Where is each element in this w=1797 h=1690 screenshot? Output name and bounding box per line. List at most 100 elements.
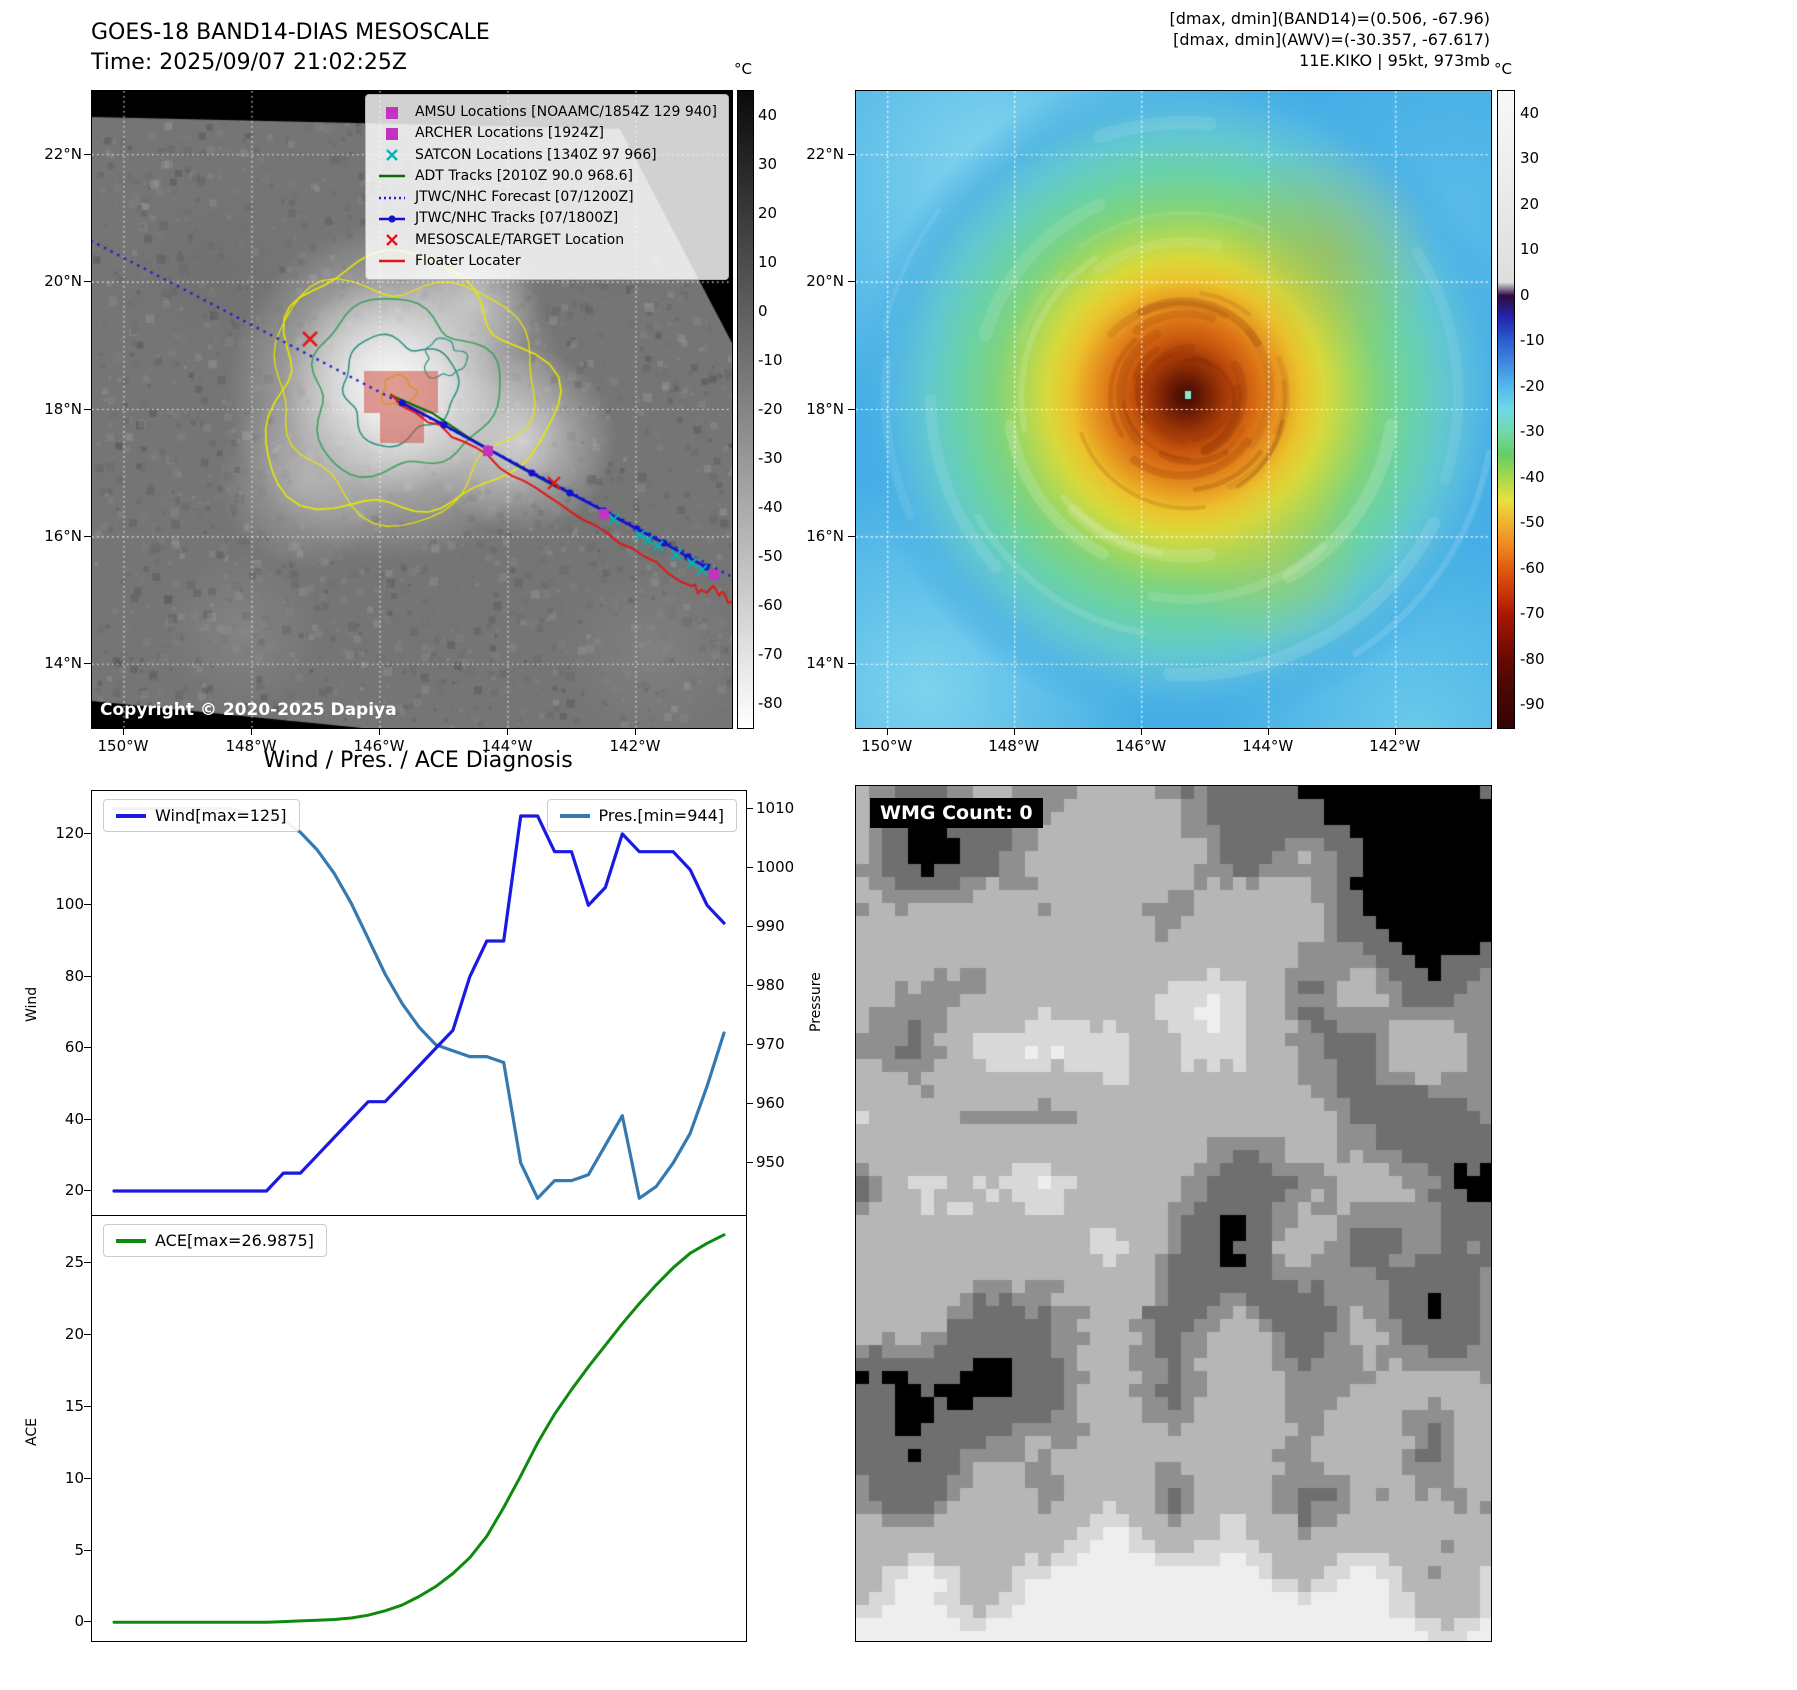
legend-item: AMSU Locations [NOAAMC/1854Z 129 940] bbox=[377, 102, 717, 123]
lon-tick-label: 148°W bbox=[225, 737, 277, 755]
pressure-tick-label: 960 bbox=[756, 1093, 785, 1112]
legend-item-label: SATCON Locations [1340Z 97 966] bbox=[414, 146, 657, 163]
colorbar-tick-label: 10 bbox=[758, 252, 778, 271]
dotted-marker-icon bbox=[377, 190, 407, 206]
wind-tick-label: 120 bbox=[55, 823, 84, 842]
lat-tick-label: 20°N bbox=[44, 272, 82, 291]
line-marker-icon bbox=[377, 168, 407, 184]
wind-tick-mark bbox=[84, 904, 91, 906]
pressure-tick-mark bbox=[746, 984, 753, 986]
wind-tick-label: 60 bbox=[64, 1038, 84, 1057]
ace-plot bbox=[112, 1233, 726, 1624]
lat-tick-label: 14°N bbox=[44, 654, 82, 673]
x-marker-icon bbox=[377, 232, 407, 248]
wind-tick-mark bbox=[84, 832, 91, 834]
legend-item: MESOSCALE/TARGET Location bbox=[377, 230, 717, 251]
lat-tick-label: 20°N bbox=[806, 272, 844, 291]
lat-tick-label: 18°N bbox=[44, 399, 82, 418]
band14-title: GOES-18 BAND14-DIAS MESOSCALE bbox=[91, 20, 490, 45]
ace-line bbox=[112, 1233, 726, 1624]
colorbar-tick-label: -20 bbox=[758, 399, 783, 418]
colorbar-tick-label: -10 bbox=[1520, 331, 1545, 350]
lon-tick-mark bbox=[1140, 728, 1142, 735]
legend-item-label: MESOSCALE/TARGET Location bbox=[414, 231, 625, 248]
lat-tick-mark bbox=[84, 408, 91, 410]
lat-tick-mark bbox=[84, 281, 91, 283]
ace-tick-mark bbox=[84, 1334, 91, 1336]
ace-tick-label: 15 bbox=[64, 1396, 84, 1415]
wmg-image bbox=[856, 786, 1491, 1641]
wind-pressure-plot bbox=[112, 807, 726, 1200]
lon-tick-label: 142°W bbox=[1369, 737, 1421, 755]
colorbar-tick-label: 10 bbox=[1520, 240, 1540, 259]
wind-legend-swatch bbox=[116, 813, 146, 818]
colorbar-tick-label: -30 bbox=[758, 448, 783, 467]
awv-header: [dmax, dmin](BAND14)=(0.506, -67.96) [dm… bbox=[1090, 8, 1491, 71]
lon-tick-mark bbox=[1267, 728, 1269, 735]
ace-tick-mark bbox=[84, 1405, 91, 1407]
colorbar-tick-label: -30 bbox=[1520, 422, 1545, 441]
legend-item: JTWC/NHC Tracks [07/1800Z] bbox=[377, 208, 717, 229]
lon-tick-label: 142°W bbox=[609, 737, 661, 755]
pressure-tick-label: 980 bbox=[756, 975, 785, 994]
lon-tick-label: 146°W bbox=[1115, 737, 1167, 755]
legend-item: JTWC/NHC Forecast [07/1200Z] bbox=[377, 187, 717, 208]
line-dot-marker-icon bbox=[377, 211, 407, 227]
lat-tick-label: 22°N bbox=[806, 144, 844, 163]
band14-title-block: GOES-18 BAND14-DIAS MESOSCALE Time: 2025… bbox=[91, 18, 490, 79]
wind-legend-label: Wind[max=125] bbox=[155, 806, 287, 825]
colorbar-tick-label: 20 bbox=[758, 203, 778, 222]
wind-legend: Wind[max=125] bbox=[103, 799, 300, 832]
lon-tick-label: 144°W bbox=[1242, 737, 1294, 755]
colorbar-tick-label: 20 bbox=[1520, 194, 1540, 213]
line-marker-icon bbox=[377, 253, 407, 269]
colorbar-tick-label: 30 bbox=[758, 154, 778, 173]
lon-tick-mark bbox=[886, 728, 888, 735]
wind-line bbox=[112, 814, 726, 1193]
awv-map-panel bbox=[855, 90, 1492, 729]
colorbar-tick-label: 40 bbox=[1520, 103, 1540, 122]
colorbar-tick-label: 30 bbox=[1520, 149, 1540, 168]
colorbar-tick-label: -50 bbox=[1520, 513, 1545, 532]
wind-axis-label: Wind bbox=[24, 986, 40, 1022]
colorbar-tick-label: -60 bbox=[1520, 558, 1545, 577]
pressure-tick-mark bbox=[746, 1043, 753, 1045]
legend-item: SATCON Locations [1340Z 97 966] bbox=[377, 145, 717, 166]
lat-tick-label: 16°N bbox=[806, 526, 844, 545]
square-marker-icon bbox=[377, 105, 407, 121]
wind-pressure-chart bbox=[91, 790, 747, 1217]
legend-item: Floater Locater bbox=[377, 251, 717, 272]
band14-colorbar bbox=[737, 90, 754, 729]
wind-tick-mark bbox=[84, 1190, 91, 1191]
lon-tick-mark bbox=[1013, 728, 1015, 735]
colorbar-tick-label: -20 bbox=[1520, 376, 1545, 395]
ace-tick-mark bbox=[84, 1549, 91, 1551]
legend-item: ARCHER Locations [1924Z] bbox=[377, 123, 717, 144]
lat-tick-label: 14°N bbox=[806, 654, 844, 673]
pressure-legend-label: Pres.[min=944] bbox=[598, 806, 724, 825]
colorbar-tick-label: -50 bbox=[758, 546, 783, 565]
pressure-tick-mark bbox=[746, 1102, 753, 1104]
lon-tick-mark bbox=[507, 728, 508, 735]
lat-tick-mark bbox=[848, 408, 855, 410]
lat-tick-label: 16°N bbox=[44, 526, 82, 545]
lat-tick-mark bbox=[848, 663, 855, 665]
colorbar-tick-label: -10 bbox=[758, 350, 783, 369]
x-marker-icon bbox=[377, 147, 407, 163]
wmg-count-label: WMG Count: 0 bbox=[870, 798, 1043, 828]
ace-legend-swatch bbox=[116, 1238, 146, 1243]
pressure-axis-label: Pressure bbox=[808, 972, 824, 1032]
lon-tick-label: 148°W bbox=[988, 737, 1040, 755]
ace-tick-label: 0 bbox=[74, 1612, 84, 1631]
legend-item: ADT Tracks [2010Z 90.0 968.6] bbox=[377, 166, 717, 187]
lat-tick-mark bbox=[848, 281, 855, 283]
band14-subtitle: Time: 2025/09/07 21:02:25Z bbox=[91, 50, 407, 76]
colorbar-tick-label: 40 bbox=[758, 105, 778, 124]
wind-tick-label: 40 bbox=[64, 1109, 84, 1128]
lon-tick-label: 144°W bbox=[481, 737, 533, 755]
pressure-tick-label: 1000 bbox=[756, 857, 795, 876]
pressure-tick-mark bbox=[746, 1161, 753, 1163]
legend-item-label: AMSU Locations [NOAAMC/1854Z 129 940] bbox=[414, 104, 717, 120]
diagnosis-title: Wind / Pres. / ACE Diagnosis bbox=[263, 748, 573, 773]
awv-colorbar bbox=[1497, 90, 1515, 729]
